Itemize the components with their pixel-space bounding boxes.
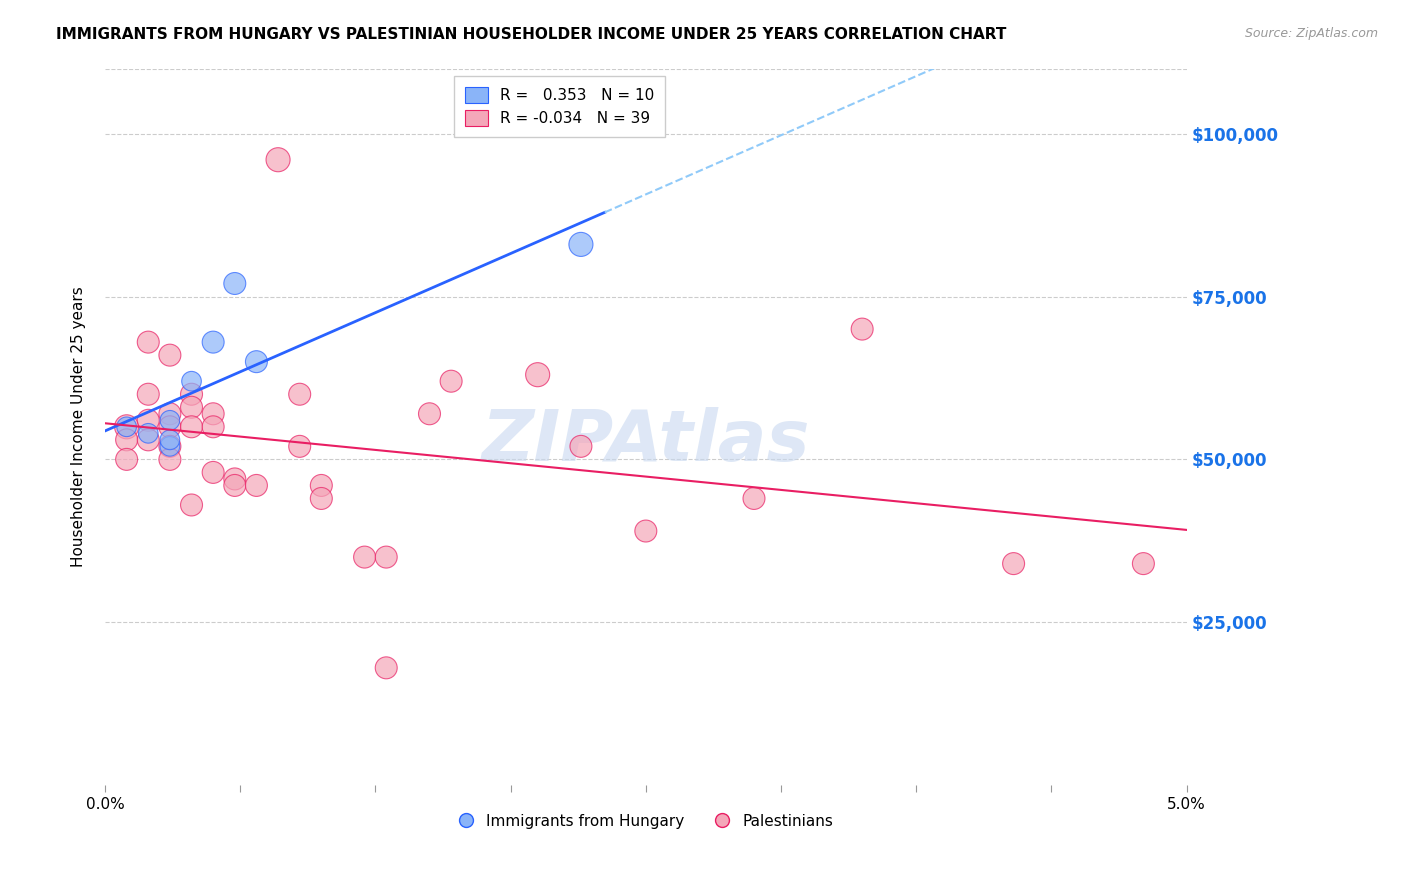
Point	[115, 419, 138, 434]
Point	[224, 472, 246, 486]
Point	[375, 550, 398, 565]
Point	[159, 348, 181, 362]
Text: ZIPAtlas: ZIPAtlas	[482, 407, 810, 475]
Point	[245, 478, 267, 492]
Point	[311, 478, 333, 492]
Text: Source: ZipAtlas.com: Source: ZipAtlas.com	[1244, 27, 1378, 40]
Point	[202, 466, 225, 480]
Point	[569, 439, 592, 453]
Point	[634, 524, 657, 538]
Point	[159, 407, 181, 421]
Point	[159, 452, 181, 467]
Point	[353, 550, 375, 565]
Point	[159, 439, 181, 453]
Text: IMMIGRANTS FROM HUNGARY VS PALESTINIAN HOUSEHOLDER INCOME UNDER 25 YEARS CORRELA: IMMIGRANTS FROM HUNGARY VS PALESTINIAN H…	[56, 27, 1007, 42]
Point	[136, 426, 159, 441]
Point	[180, 401, 202, 415]
Point	[202, 419, 225, 434]
Point	[159, 433, 181, 447]
Point	[742, 491, 765, 506]
Point	[1132, 557, 1154, 571]
Point	[136, 433, 159, 447]
Point	[115, 452, 138, 467]
Point	[136, 335, 159, 350]
Point	[418, 407, 440, 421]
Point	[115, 419, 138, 434]
Point	[288, 439, 311, 453]
Point	[159, 419, 181, 434]
Point	[440, 374, 463, 388]
Point	[267, 153, 290, 167]
Point	[136, 387, 159, 401]
Point	[526, 368, 548, 382]
Point	[180, 374, 202, 388]
Point	[311, 491, 333, 506]
Point	[569, 237, 592, 252]
Legend: Immigrants from Hungary, Palestinians: Immigrants from Hungary, Palestinians	[453, 807, 839, 835]
Point	[851, 322, 873, 336]
Point	[288, 387, 311, 401]
Point	[1002, 557, 1025, 571]
Point	[224, 478, 246, 492]
Point	[115, 433, 138, 447]
Point	[159, 413, 181, 427]
Point	[202, 407, 225, 421]
Point	[375, 661, 398, 675]
Point	[180, 387, 202, 401]
Y-axis label: Householder Income Under 25 years: Householder Income Under 25 years	[72, 286, 86, 567]
Point	[180, 498, 202, 512]
Point	[202, 335, 225, 350]
Point	[224, 277, 246, 291]
Point	[245, 354, 267, 368]
Point	[136, 413, 159, 427]
Point	[159, 439, 181, 453]
Point	[180, 419, 202, 434]
